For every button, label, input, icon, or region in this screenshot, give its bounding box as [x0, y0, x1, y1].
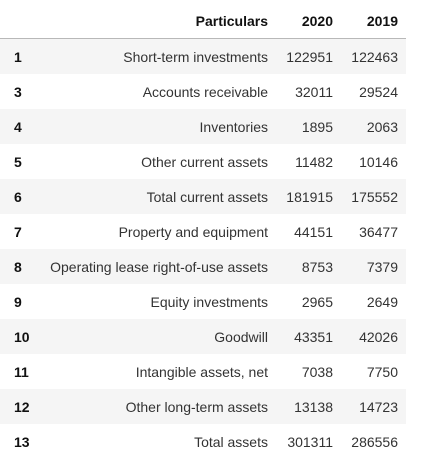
value-2019-cell: 42026 [339, 319, 406, 354]
row-index: 8 [0, 249, 34, 284]
value-2020-cell: 1895 [274, 109, 339, 144]
row-index: 1 [0, 39, 34, 75]
particulars-cell: Other current assets [34, 144, 274, 179]
table-header: Particulars 2020 2019 [0, 4, 406, 39]
value-2020-cell: 181915 [274, 179, 339, 214]
row-index: 5 [0, 144, 34, 179]
value-2019-cell: 2063 [339, 109, 406, 144]
row-index: 4 [0, 109, 34, 144]
value-2019-cell: 2649 [339, 284, 406, 319]
value-2019-cell: 36477 [339, 214, 406, 249]
value-2019-cell: 7379 [339, 249, 406, 284]
value-2019-cell: 10146 [339, 144, 406, 179]
value-2020-cell: 8753 [274, 249, 339, 284]
value-2020-cell: 44151 [274, 214, 339, 249]
value-2020-cell: 11482 [274, 144, 339, 179]
value-2019-cell: 7750 [339, 354, 406, 389]
particulars-column-header: Particulars [34, 4, 274, 39]
year-2020-column-header: 2020 [274, 4, 339, 39]
particulars-cell: Other long-term assets [34, 389, 274, 424]
row-index: 13 [0, 424, 34, 459]
particulars-cell: Short-term investments [34, 39, 274, 75]
value-2019-cell: 29524 [339, 74, 406, 109]
index-column-header [0, 4, 34, 39]
particulars-cell: Inventories [34, 109, 274, 144]
particulars-cell: Accounts receivable [34, 74, 274, 109]
header-row: Particulars 2020 2019 [0, 4, 406, 39]
row-index: 3 [0, 74, 34, 109]
particulars-cell: Equity investments [34, 284, 274, 319]
value-2019-cell: 14723 [339, 389, 406, 424]
year-2019-column-header: 2019 [339, 4, 406, 39]
value-2020-cell: 13138 [274, 389, 339, 424]
particulars-cell: Total assets [34, 424, 274, 459]
row-index: 7 [0, 214, 34, 249]
value-2020-cell: 122951 [274, 39, 339, 75]
row-index: 6 [0, 179, 34, 214]
value-2019-cell: 286556 [339, 424, 406, 459]
value-2019-cell: 122463 [339, 39, 406, 75]
value-2020-cell: 2965 [274, 284, 339, 319]
row-index: 11 [0, 354, 34, 389]
particulars-cell: Intangible assets, net [34, 354, 274, 389]
value-2019-cell: 175552 [339, 179, 406, 214]
row-index: 9 [0, 284, 34, 319]
value-2020-cell: 7038 [274, 354, 339, 389]
value-2020-cell: 301311 [274, 424, 339, 459]
row-index: 10 [0, 319, 34, 354]
value-2020-cell: 32011 [274, 74, 339, 109]
particulars-cell: Total current assets [34, 179, 274, 214]
row-index: 12 [0, 389, 34, 424]
value-2020-cell: 43351 [274, 319, 339, 354]
particulars-cell: Operating lease right-of-use assets [34, 249, 274, 284]
particulars-cell: Property and equipment [34, 214, 274, 249]
particulars-cell: Goodwill [34, 319, 274, 354]
